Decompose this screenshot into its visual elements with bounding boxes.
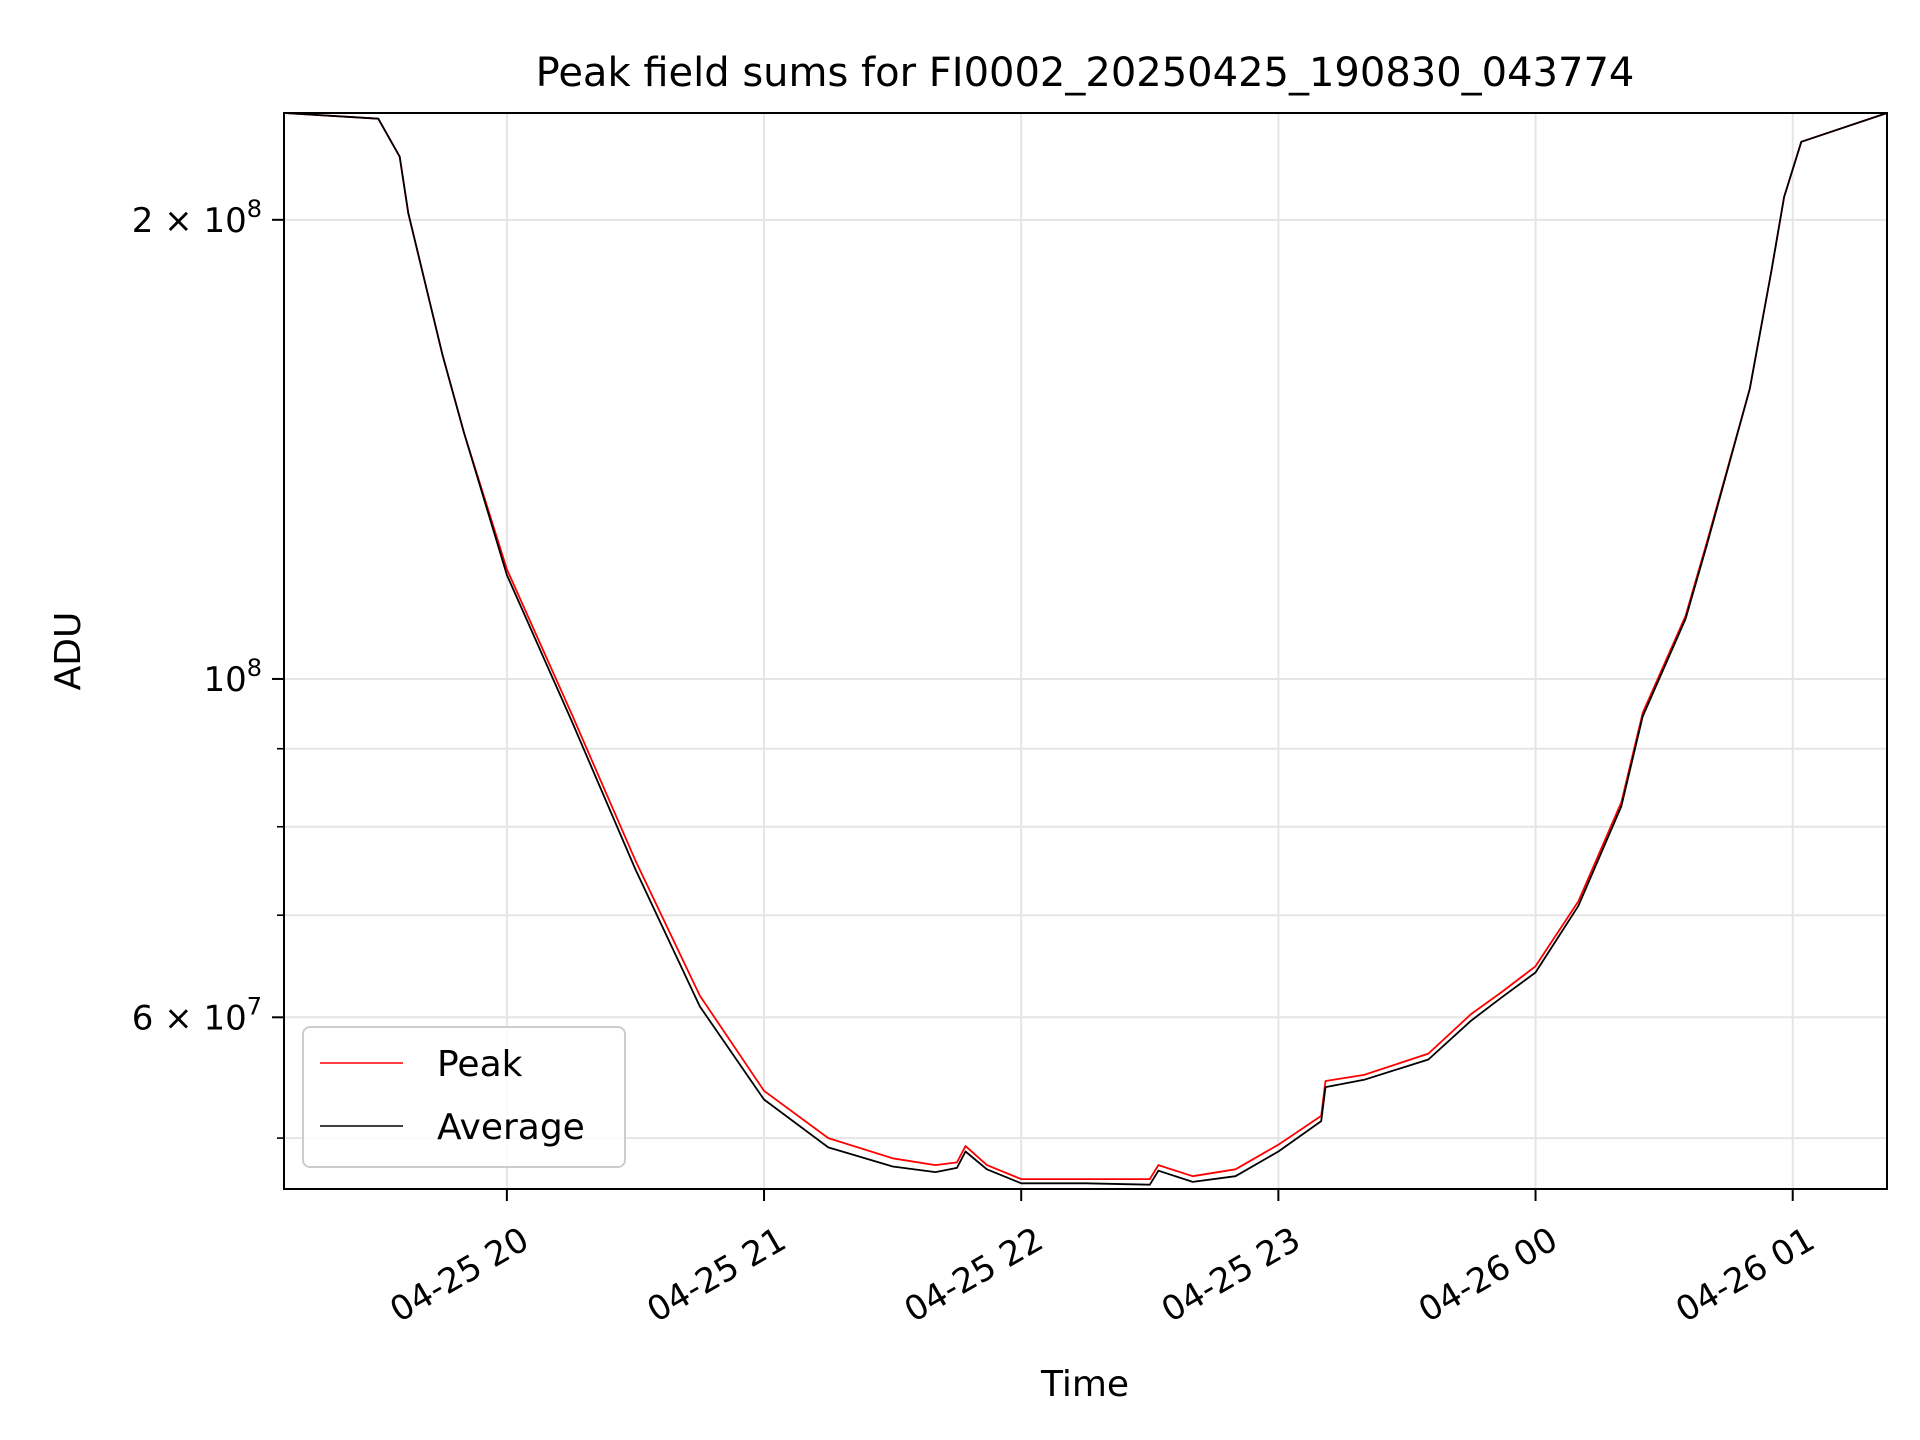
- series-line-average: [284, 113, 1887, 1186]
- legend-label-average: Average: [437, 1107, 585, 1148]
- plot-frame: [283, 112, 1888, 1190]
- legend-box: [302, 1026, 626, 1168]
- series-layer: [284, 113, 1887, 1186]
- legend: Peak Average: [302, 1026, 626, 1168]
- y-tick-label: 108: [203, 654, 262, 700]
- y-tick-marks: 108 2 × 108 6 × 107: [132, 195, 284, 1139]
- legend-label-peak: Peak: [437, 1044, 523, 1085]
- x-axis-label: Time: [1040, 1364, 1129, 1405]
- y-axis-label: ADU: [48, 612, 89, 691]
- y-tick-label: 2 × 108: [132, 195, 262, 241]
- grid-layer: [284, 113, 1887, 1189]
- y-tick-label: 6 × 107: [132, 992, 262, 1038]
- chart-title: Peak field sums for FI0002_20250425_1908…: [536, 50, 1635, 96]
- series-line-peak: [284, 113, 1887, 1180]
